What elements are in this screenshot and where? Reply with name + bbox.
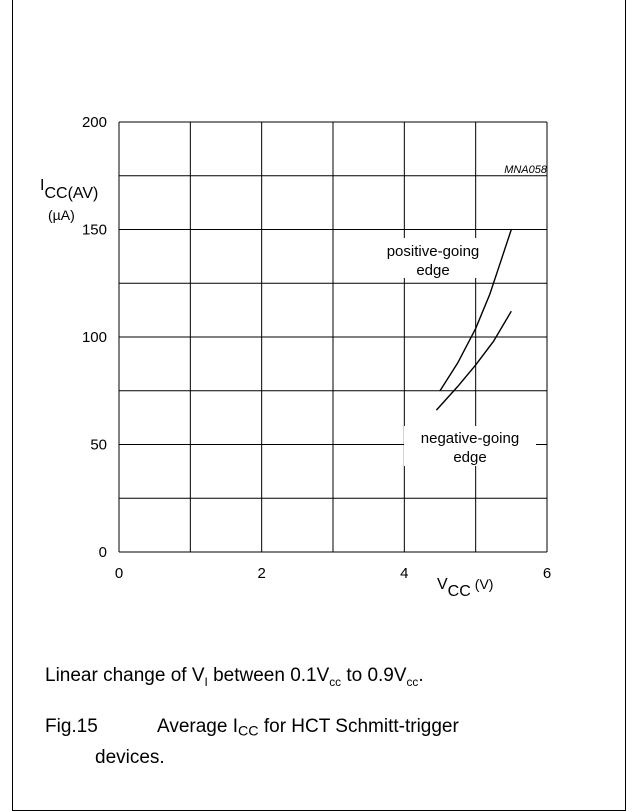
- y-tick-label: 50: [90, 437, 107, 454]
- x-tick-label: 0: [115, 565, 123, 582]
- label-background: [370, 238, 494, 278]
- note-subscript-i: I: [204, 675, 208, 689]
- note-text-mid: between 0.1V: [207, 665, 330, 686]
- x-axis-label: VCC (V): [437, 576, 493, 600]
- series-label-positive: positive-going edge: [370, 238, 494, 279]
- note-text-suffix: .: [418, 665, 424, 686]
- series-label-negative: negative-going edge: [404, 426, 536, 466]
- series-label-negative-line2: edge: [453, 449, 486, 466]
- chart-grid: [118, 121, 548, 553]
- note-subscript-cc: cc: [329, 675, 342, 689]
- note-text-prefix: Linear change of V: [45, 665, 205, 686]
- x-axis-label-main: V: [437, 576, 448, 593]
- figure-number: Fig.15: [45, 716, 98, 737]
- series-label-positive-line2: edge: [416, 262, 449, 279]
- note-text-mid2: to 0.9V: [341, 665, 407, 686]
- label-background: [404, 426, 536, 466]
- y-axis-label-sub: CC(AV): [44, 185, 98, 202]
- y-tick-label: 0: [99, 544, 107, 561]
- caption-subscript: CC: [237, 723, 259, 740]
- x-axis-label-sub: CC: [448, 583, 471, 600]
- note-subscript-cc: cc: [406, 675, 419, 689]
- y-axis-label: ICC(AV): [40, 177, 98, 202]
- y-tick-label: 100: [82, 329, 107, 346]
- series-label-positive-line1: positive-going: [387, 243, 480, 260]
- figure-caption: Fig.15 Average ICC for HCT Schmitt-trigge…: [45, 714, 459, 771]
- y-axis-unit: (µA): [48, 207, 75, 223]
- series-line-positive-going: [439, 229, 512, 392]
- measurement-note: Linear change of VI between 0.1Vcc to 0.…: [45, 665, 424, 689]
- chart-series: [435, 229, 512, 411]
- y-axis-label-main: I: [40, 177, 44, 194]
- chart-ticks: 0 2 4 6 0 50 100 150 200: [82, 114, 551, 582]
- series-label-negative-line1: negative-going: [421, 430, 519, 447]
- caption-line2: devices.: [95, 746, 165, 768]
- x-tick-label: 2: [257, 565, 265, 582]
- x-tick-label: 4: [400, 565, 408, 582]
- caption-text-b: for HCT Schmitt-trigger: [258, 716, 459, 737]
- x-axis-label-unit: (V): [475, 576, 494, 592]
- figure-code: MNA058: [504, 164, 548, 176]
- y-tick-label: 150: [82, 222, 107, 239]
- figure-frame: [12, 0, 626, 811]
- x-tick-label: 6: [543, 565, 551, 582]
- series-line-negative-going: [435, 310, 512, 411]
- caption-text-a: Average I: [157, 716, 238, 737]
- y-tick-label: 200: [82, 114, 107, 131]
